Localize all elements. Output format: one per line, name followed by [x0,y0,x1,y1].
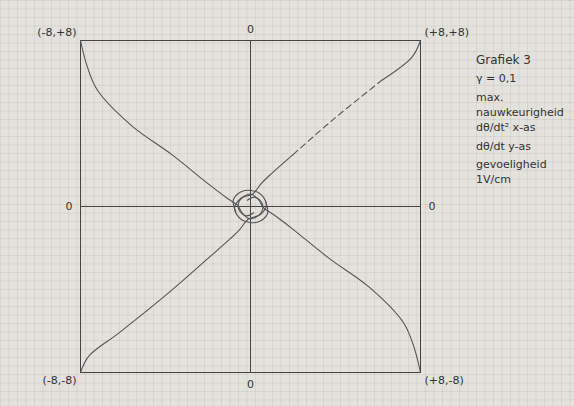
html-text:dθ/dt y-as: dθ/dt y-as [476,139,531,153]
svg-text:(-8,-8): (-8,-8) [42,374,76,387]
html-text:γ = 0,1: γ = 0,1 [476,72,517,86]
svg-text:(-8,+8): (-8,+8) [37,26,76,39]
svg-text:0: 0 [66,200,73,213]
svg-text:(+8,+8): (+8,+8) [425,26,470,39]
html-text:max. nauwkeurigheid dθ/dt² x-a: max. nauwkeurigheid dθ/dt² x-as [476,91,564,134]
svg-text:0: 0 [429,200,436,213]
svg-text:(+8,-8): (+8,-8) [425,374,464,387]
svg-text:0: 0 [247,23,254,36]
svg-text:0: 0 [247,378,254,391]
html-text:gevoeligheid 1V/cm: gevoeligheid 1V/cm [476,158,547,187]
html-text:Grafiek 3: Grafiek 3 [476,53,531,67]
